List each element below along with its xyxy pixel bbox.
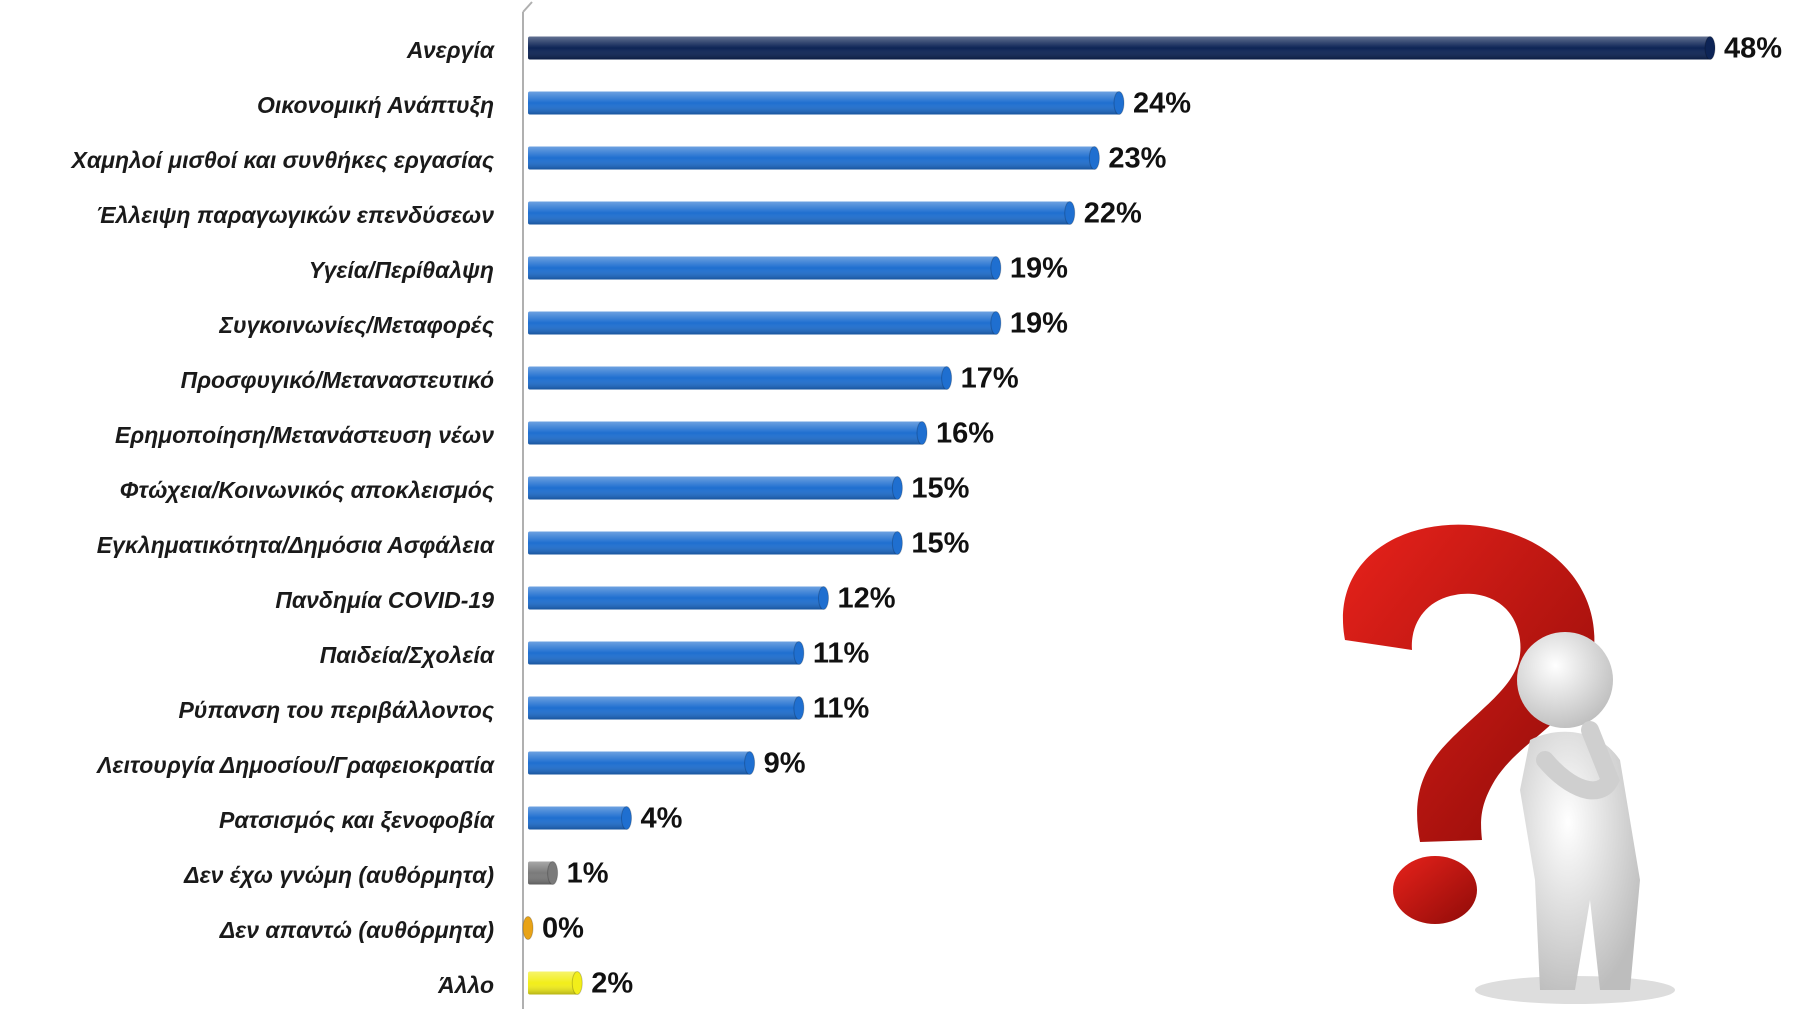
category-label: Συγκοινωνίες/Μεταφορές [218, 312, 494, 338]
value-label: 15% [911, 528, 969, 560]
bar-shine [528, 256, 996, 280]
value-label: 48% [1724, 33, 1782, 65]
bar-cap [1064, 201, 1076, 225]
value-label: 22% [1084, 198, 1142, 230]
category-label: Ανεργία [406, 37, 496, 63]
question-dot [1393, 856, 1477, 924]
bar-shine [528, 971, 578, 995]
bar-shine [528, 146, 1095, 170]
bar-cap [621, 806, 632, 830]
axis-line [522, 1, 533, 13]
value-label: 23% [1108, 143, 1166, 175]
category-label: Ρατσισμός και ξενοφοβία [219, 807, 496, 833]
category-label: Άλλο [437, 972, 494, 998]
category-label: Έλλειψη παραγωγικών επενδύσεων [96, 202, 494, 228]
bar-shine [528, 421, 922, 445]
bar-cap [941, 366, 953, 390]
bar-cap [916, 421, 928, 445]
bar-shine [528, 696, 799, 720]
bar-cap [793, 696, 805, 720]
value-label: 11% [813, 638, 870, 670]
category-label: Οικονομική Ανάπτυξη [257, 92, 494, 118]
value-label: 24% [1133, 88, 1191, 120]
bar-cap [891, 531, 903, 555]
value-label: 19% [1010, 308, 1068, 340]
category-label: Παιδεία/Σχολεία [320, 642, 496, 668]
value-label: 16% [936, 418, 994, 450]
figure-head [1517, 632, 1613, 728]
figure-body [1520, 731, 1640, 990]
value-label: 12% [838, 583, 896, 615]
bar-cap [793, 641, 805, 665]
figure-arm [1536, 721, 1620, 800]
value-label: 4% [641, 803, 683, 835]
value-label: 19% [1010, 253, 1068, 285]
bar-shine [528, 806, 627, 830]
category-label: Φτώχεια/Κοινωνικός αποκλεισμός [120, 477, 495, 503]
category-label: Πανδημία COVID-19 [275, 587, 494, 613]
category-label: Προσφυγικό/Μεταναστευτικό [181, 367, 494, 393]
bar-cap [571, 971, 583, 995]
illustration [1342, 524, 1675, 1004]
bar-cap [891, 476, 903, 500]
category-label: Δεν απαντώ (αυθόρμητα) [219, 917, 494, 943]
bar-cap [818, 586, 829, 610]
category-label: Εγκληματικότητα/Δημόσια Ασφάλεια [97, 532, 496, 558]
category-label: Ερημοποίηση/Μετανάστευση νέων [115, 422, 494, 448]
category-label: Ρύπανση του περιβάλλοντος [178, 697, 494, 723]
bar-shine [528, 476, 898, 500]
bar-cap [547, 861, 559, 885]
category-label: Λειτουργία Δημοσίου/Γραφειοκρατία [95, 752, 496, 778]
bar-cap [1088, 146, 1100, 170]
category-label: Υγεία/Περίθαλψη [309, 257, 494, 283]
bar-shine [528, 36, 1710, 60]
bar-shine [528, 311, 996, 335]
question-mark [1342, 524, 1595, 842]
bar-shine [528, 861, 553, 885]
category-label: Χαμηλοί μισθοί και συνθήκες εργασίας [69, 147, 494, 173]
bar-cap [990, 256, 1002, 280]
bar-cap [522, 916, 534, 940]
bar-cap [1704, 36, 1716, 60]
value-label: 1% [567, 858, 609, 890]
value-label: 2% [591, 968, 633, 1000]
bar-shine [528, 91, 1119, 115]
category-label: Δεν έχω γνώμη (αυθόρμητα) [183, 862, 494, 888]
bar-shine [528, 531, 898, 555]
value-label: 17% [961, 363, 1019, 395]
value-label: 9% [764, 748, 806, 780]
value-label: 0% [542, 913, 584, 945]
value-label: 15% [911, 473, 969, 505]
value-label: 11% [813, 693, 870, 725]
bar-cap [1113, 91, 1125, 115]
bar-shine [528, 641, 799, 665]
bar-shine [528, 751, 750, 775]
bar-cap [990, 311, 1002, 335]
bar-shine [528, 201, 1070, 225]
bar-shine [528, 366, 947, 390]
bar-shine [528, 586, 824, 610]
bar-cap [744, 751, 756, 775]
